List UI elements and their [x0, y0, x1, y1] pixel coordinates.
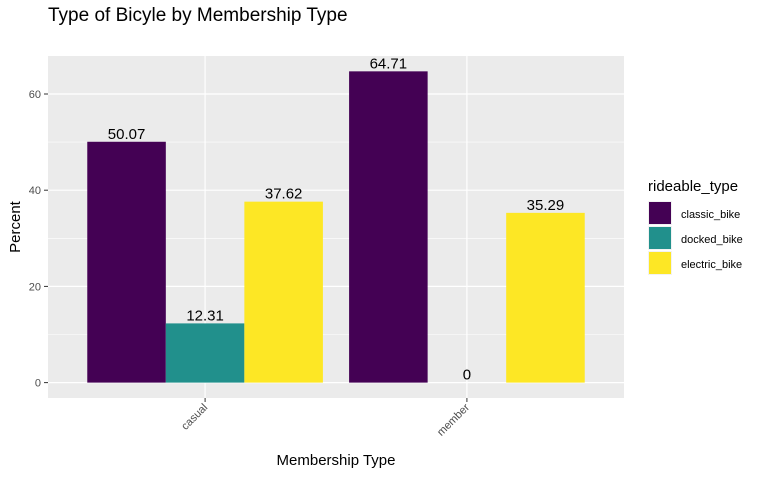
data-label-electric_bike-casual: 37.62	[265, 186, 303, 203]
bar-classic_bike-member	[349, 71, 428, 383]
bar-docked_bike-casual	[165, 323, 245, 383]
x-tick-label: member	[435, 401, 472, 438]
data-label-classic_bike-casual: 50.07	[108, 126, 146, 143]
bar-classic_bike-casual	[87, 141, 166, 383]
legend-label-classic_bike: classic_bike	[681, 209, 740, 221]
legend-swatch-classic_bike	[649, 202, 671, 224]
bar-electric_bike-member	[506, 212, 585, 383]
y-tick-label: 0	[35, 378, 41, 390]
legend-label-electric_bike: electric_bike	[681, 259, 742, 271]
y-tick-label: 60	[29, 89, 41, 101]
legend-swatch-docked_bike	[649, 227, 671, 249]
bar-electric_bike-casual	[244, 201, 323, 383]
y-tick-label: 40	[29, 185, 41, 197]
y-axis-title: Percent	[7, 200, 24, 253]
data-label-docked_bike-casual: 12.31	[186, 307, 224, 324]
data-label-electric_bike-member: 35.29	[527, 197, 565, 214]
x-axis-title: Membership Type	[277, 452, 396, 469]
x-tick-label: casual	[179, 402, 210, 433]
legend-label-docked_bike: docked_bike	[681, 234, 743, 246]
legend-title: rideable_type	[648, 178, 738, 195]
chart-title: Type of Bicyle by Membership Type	[48, 5, 348, 26]
data-label-classic_bike-member: 64.71	[370, 55, 408, 72]
data-label-docked_bike-member: 0	[463, 367, 471, 384]
y-tick-label: 20	[29, 281, 41, 293]
legend-swatch-electric_bike	[649, 252, 671, 274]
